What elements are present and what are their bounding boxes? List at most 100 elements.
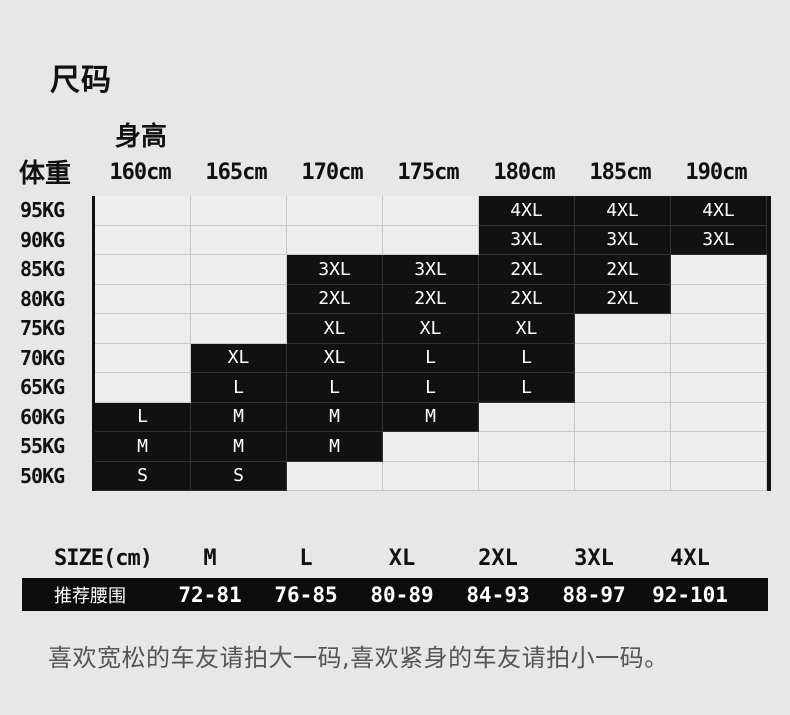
size-grid-cell: M — [287, 402, 383, 432]
size-grid-cell — [575, 402, 671, 432]
size-grid-cell: XL — [287, 314, 383, 344]
size-grid-cell: L — [191, 373, 287, 403]
size-grid-cell: L — [383, 343, 479, 373]
waist-row-label: 推荐腰围 — [54, 585, 126, 607]
size-grid-cell — [575, 432, 671, 462]
size-grid-cell — [287, 461, 383, 491]
fit-note: 喜欢宽松的车友请拍大一码,喜欢紧身的车友请拍小一码。 — [48, 644, 669, 672]
size-grid-cell: 4XL — [575, 196, 671, 226]
waist-cell: 84-93 — [466, 582, 530, 607]
height-header: 185cm — [589, 160, 651, 185]
size-grid-cell: S — [95, 461, 191, 491]
size-cell: M — [203, 545, 217, 571]
height-header: 170cm — [301, 160, 363, 185]
height-axis-label: 身高 — [115, 122, 168, 152]
size-grid: 4XL 4XL 4XL 3XL 3XL 3XL 3XL 3XL 2XL 2XL 2XL 2XL 2XL 2… — [92, 196, 771, 491]
size-grid-cell — [191, 314, 287, 344]
size-grid-cell — [287, 225, 383, 255]
size-grid-cell — [671, 402, 767, 432]
weight-header: 65KG — [20, 375, 65, 399]
size-grid-cell — [95, 343, 191, 373]
size-grid-cell — [479, 461, 575, 491]
weight-header: 55KG — [20, 434, 65, 458]
size-cell: 3XL — [574, 545, 614, 571]
weight-header: 85KG — [20, 257, 65, 281]
size-grid-cell — [383, 461, 479, 491]
waist-cell: 92-101 — [652, 582, 728, 607]
size-grid-cell — [575, 461, 671, 491]
size-grid-cell — [671, 461, 767, 491]
waist-row: 推荐腰围 72-81 76-85 80-89 84-93 88-97 92-10… — [22, 578, 768, 611]
size-grid-cell — [575, 343, 671, 373]
waist-cell: 88-97 — [562, 582, 626, 607]
page-title: 尺码 — [50, 63, 112, 98]
size-grid-cell — [671, 255, 767, 285]
size-grid-cell — [95, 225, 191, 255]
size-grid-cell — [479, 402, 575, 432]
size-grid-cell — [575, 314, 671, 344]
size-grid-cell — [383, 432, 479, 462]
size-grid-cell: M — [287, 432, 383, 462]
size-grid-cell: 3XL — [479, 225, 575, 255]
size-grid-cell: 2XL — [479, 284, 575, 314]
size-cell: XL — [388, 545, 416, 571]
size-grid-cell — [191, 196, 287, 226]
size-grid-cell: 4XL — [671, 196, 767, 226]
size-row-label: SIZE(cm) — [54, 545, 153, 571]
size-grid-cell — [95, 196, 191, 226]
size-grid-cell — [287, 196, 383, 226]
height-header: 175cm — [397, 160, 459, 185]
size-grid-cell: 3XL — [383, 255, 479, 285]
size-grid-cell — [383, 196, 479, 226]
height-header: 165cm — [205, 160, 267, 185]
size-grid-cell — [671, 432, 767, 462]
weight-header-column: 95KG 90KG 85KG 80KG 75KG 70KG 65KG 60KG … — [20, 196, 92, 491]
size-grid-cell: L — [287, 373, 383, 403]
weight-header: 60KG — [20, 404, 65, 429]
size-grid-cell: XL — [383, 314, 479, 344]
size-cell: 4XL — [670, 545, 710, 571]
height-header: 160cm — [109, 160, 171, 185]
size-grid-cell: M — [95, 432, 191, 462]
size-grid-cell: 2XL — [575, 284, 671, 314]
size-grid-cell — [191, 284, 287, 314]
size-grid-cell: 2XL — [287, 284, 383, 314]
size-grid-cell: 3XL — [287, 255, 383, 285]
weight-header: 75KG — [20, 316, 65, 340]
height-header: 180cm — [493, 160, 555, 185]
size-grid-cell: L — [479, 373, 575, 403]
size-cell: L — [299, 545, 313, 571]
size-grid-cell — [191, 225, 287, 255]
size-grid-cell — [479, 432, 575, 462]
size-grid-cell: M — [191, 402, 287, 432]
size-grid-cell — [95, 373, 191, 403]
waist-cell: 80-89 — [370, 582, 434, 607]
size-grid-cell: 2XL — [383, 284, 479, 314]
size-grid-cell: 2XL — [575, 255, 671, 285]
size-grid-cell: L — [479, 343, 575, 373]
size-grid-cell — [575, 373, 671, 403]
size-grid-cell — [671, 373, 767, 403]
size-grid-cell: 3XL — [575, 225, 671, 255]
size-grid-cell: XL — [287, 343, 383, 373]
weight-axis-label: 体重 — [19, 159, 72, 189]
size-grid-cell — [95, 314, 191, 344]
size-grid-cell: XL — [479, 314, 575, 344]
size-grid-cell — [95, 255, 191, 285]
size-grid-cell — [191, 255, 287, 285]
weight-header: 70KG — [20, 345, 65, 370]
size-grid-cell: L — [383, 373, 479, 403]
size-row: SIZE(cm) M L XL 2XL 3XL 4XL — [22, 541, 768, 575]
weight-header: 90KG — [20, 227, 65, 252]
size-grid-cell: M — [191, 432, 287, 462]
size-cell: 2XL — [478, 545, 518, 571]
height-header: 190cm — [685, 160, 747, 185]
size-grid-cell: L — [95, 402, 191, 432]
size-grid-cell: 3XL — [671, 225, 767, 255]
size-grid-cell: S — [191, 461, 287, 491]
size-grid-cell — [671, 284, 767, 314]
weight-header: 95KG — [20, 198, 65, 222]
height-header-row: 160cm 165cm 170cm 175cm 180cm 185cm 190c… — [92, 156, 764, 190]
size-grid-cell — [671, 343, 767, 373]
size-grid-cell: 4XL — [479, 196, 575, 226]
